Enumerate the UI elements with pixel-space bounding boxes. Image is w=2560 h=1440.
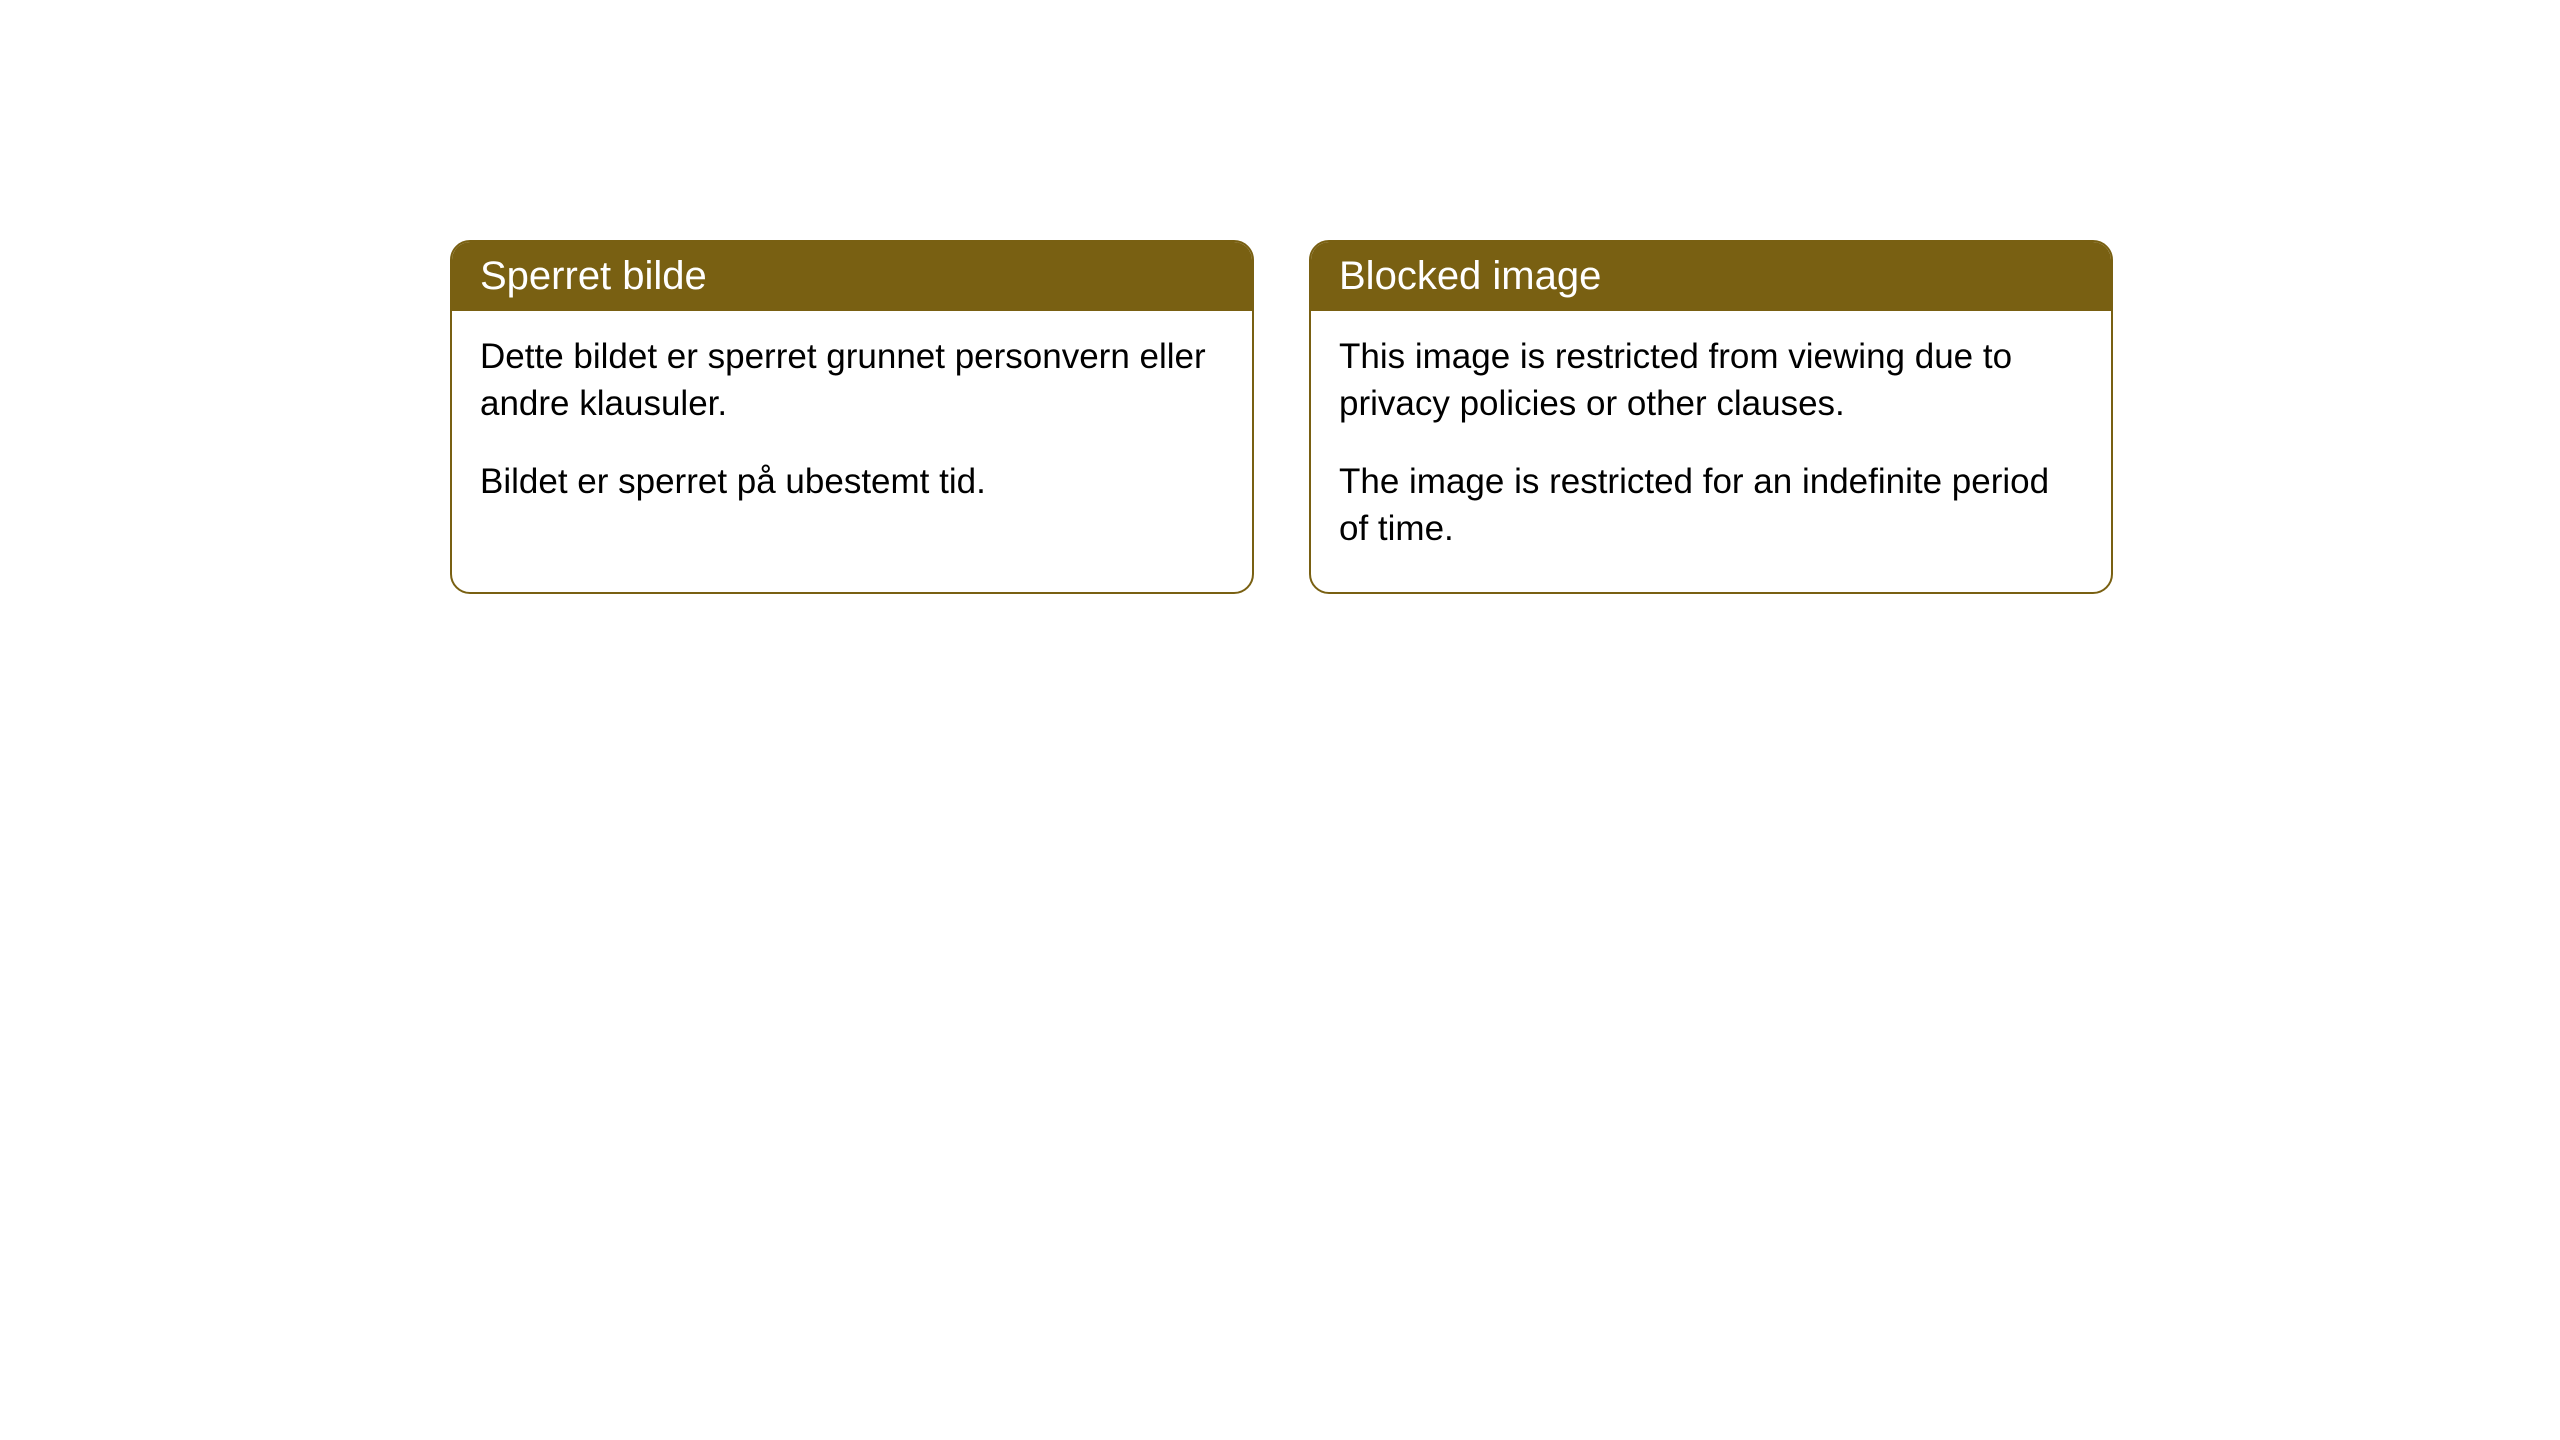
card-header-english: Blocked image: [1311, 242, 2111, 311]
card-header-norwegian: Sperret bilde: [452, 242, 1252, 311]
card-title: Sperret bilde: [480, 254, 707, 298]
cards-container: Sperret bilde Dette bildet er sperret gr…: [450, 240, 2113, 594]
card-body-english: This image is restricted from viewing du…: [1311, 311, 2111, 592]
blocked-image-card-norwegian: Sperret bilde Dette bildet er sperret gr…: [450, 240, 1254, 594]
blocked-image-card-english: Blocked image This image is restricted f…: [1309, 240, 2113, 594]
card-paragraph: Bildet er sperret på ubestemt tid.: [480, 458, 1224, 505]
card-paragraph: Dette bildet er sperret grunnet personve…: [480, 333, 1224, 428]
card-paragraph: This image is restricted from viewing du…: [1339, 333, 2083, 428]
card-title: Blocked image: [1339, 254, 1601, 298]
card-body-norwegian: Dette bildet er sperret grunnet personve…: [452, 311, 1252, 545]
card-paragraph: The image is restricted for an indefinit…: [1339, 458, 2083, 553]
